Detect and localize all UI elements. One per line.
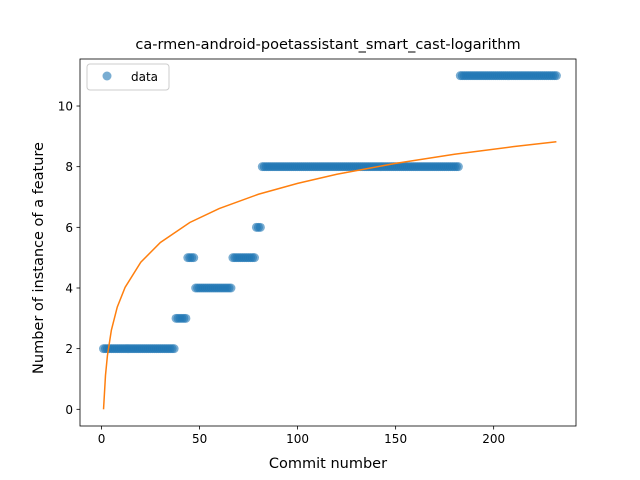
data-point [189,253,199,263]
data-point [249,253,259,263]
legend: data [86,63,170,91]
x-axis-title: Commit number [269,456,387,472]
chart-title: ca-rmen-android-poetassistant_smart_cast… [135,37,520,53]
data-point [169,344,179,354]
legend-label-data: data [131,70,158,84]
y-tick-label: 6 [65,221,73,235]
series-data-points [99,71,561,354]
axes-frame [79,58,577,427]
x-tick-label: 100 [286,432,309,446]
fit-line [102,141,557,410]
x-tick-label: 150 [384,432,407,446]
data-point [551,71,561,81]
y-axis-title: Number of instance of a feature [31,142,47,374]
legend-marker-data [102,71,112,81]
x-tick-label: 50 [192,432,207,446]
x-tick-label: 200 [482,432,505,446]
plot-area: 0 50 100 150 200 0 2 4 6 8 10 [58,58,577,446]
data-point [226,283,236,293]
data-point [181,313,191,323]
data-point [255,222,265,232]
x-tick-label: 0 [98,432,106,446]
y-tick-label: 4 [65,281,73,295]
y-tick-label: 10 [58,100,73,114]
y-tick-label: 0 [65,403,73,417]
y-tick-label: 2 [65,342,73,356]
y-tick-label: 8 [65,160,73,174]
data-point [453,162,463,172]
legend-frame [86,63,170,91]
